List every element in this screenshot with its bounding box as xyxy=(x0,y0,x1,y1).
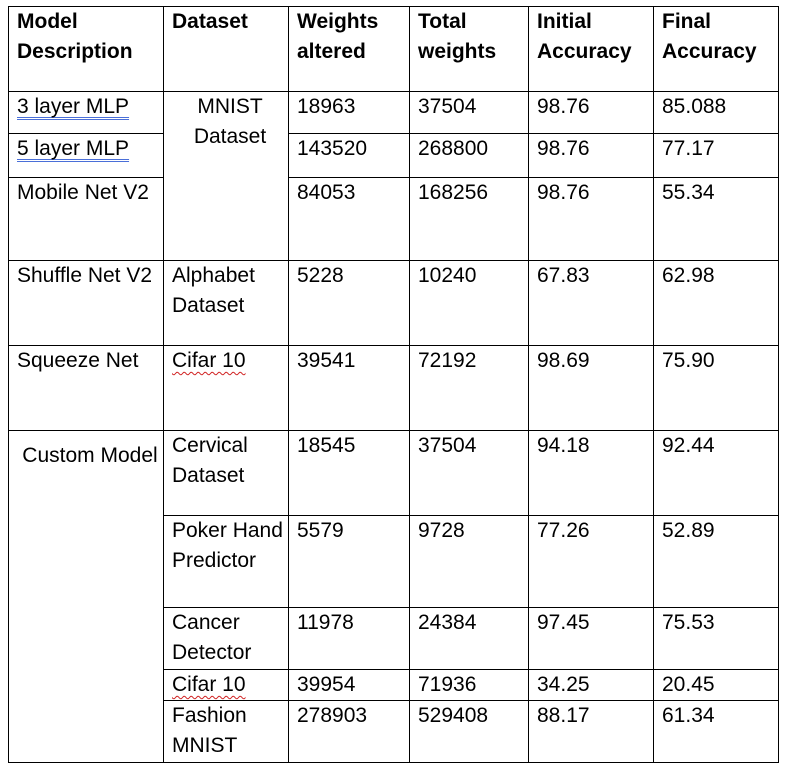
results-table: Model Description Dataset Weights altere… xyxy=(8,6,779,763)
initial-accuracy-cell: 34.25 xyxy=(528,669,654,701)
model-group-custom: Custom Model xyxy=(8,430,164,763)
total-weights-cell: 24384 xyxy=(409,607,529,670)
model-cell: 5 layer MLP xyxy=(8,133,164,178)
initial-accuracy-cell: 77.26 xyxy=(528,515,654,608)
dataset-name: Cifar 10 xyxy=(172,349,246,372)
weights-altered-cell: 5579 xyxy=(288,515,410,608)
final-accuracy-cell: 55.34 xyxy=(653,177,779,261)
final-accuracy-cell: 61.34 xyxy=(653,700,779,763)
final-accuracy-cell: 20.45 xyxy=(653,669,779,701)
model-cell: 3 layer MLP xyxy=(8,91,164,134)
initial-accuracy-cell: 98.76 xyxy=(528,177,654,261)
dataset-name: Cifar 10 xyxy=(172,673,246,696)
weights-altered-cell: 11978 xyxy=(288,607,410,670)
weights-altered-cell: 39954 xyxy=(288,669,410,701)
initial-accuracy-cell: 98.76 xyxy=(528,91,654,134)
table-row: 5 layer MLP 143520 268800 98.76 77.17 xyxy=(8,133,779,178)
header-initial-accuracy: Initial Accuracy xyxy=(528,6,654,92)
final-accuracy-cell: 77.17 xyxy=(653,133,779,178)
total-weights-cell: 72192 xyxy=(409,345,529,431)
initial-accuracy-cell: 67.83 xyxy=(528,260,654,346)
total-weights-cell: 71936 xyxy=(409,669,529,701)
table-row: Poker Hand Predictor 5579 9728 77.26 52.… xyxy=(9,515,779,608)
dataset-cell: Fashion MNIST xyxy=(163,700,289,763)
dataset-cell: Poker Hand Predictor xyxy=(163,515,289,608)
weights-altered-cell: 18963 xyxy=(288,91,410,134)
dataset-group-mnist: MNIST Dataset xyxy=(163,91,289,261)
initial-accuracy-cell: 88.17 xyxy=(528,700,654,763)
weights-altered-cell: 39541 xyxy=(288,345,410,431)
final-accuracy-cell: 62.98 xyxy=(653,260,779,346)
total-weights-cell: 37504 xyxy=(409,91,529,134)
final-accuracy-cell: 75.53 xyxy=(653,607,779,670)
header-weights-altered: Weights altered xyxy=(288,6,410,92)
weights-altered-cell: 278903 xyxy=(288,700,410,763)
dataset-cell: Alphabet Dataset xyxy=(163,260,289,346)
model-cell: Mobile Net V2 xyxy=(8,177,164,261)
final-accuracy-cell: 52.89 xyxy=(653,515,779,608)
final-accuracy-cell: 85.088 xyxy=(653,91,779,134)
header-row: Model Description Dataset Weights altere… xyxy=(8,6,779,92)
initial-accuracy-cell: 98.76 xyxy=(528,133,654,178)
dataset-cell: Cervical Dataset xyxy=(163,430,289,516)
dataset-cell: Cancer Detector xyxy=(163,607,289,670)
model-name: 3 layer MLP xyxy=(17,95,130,118)
weights-altered-cell: 5228 xyxy=(288,260,410,346)
model-cell: Shuffle Net V2 xyxy=(8,260,164,346)
total-weights-cell: 10240 xyxy=(409,260,529,346)
dataset-cell: Cifar 10 xyxy=(163,345,289,431)
table-row: Fashion MNIST 278903 529408 88.17 61.34 xyxy=(9,700,779,763)
model-cell: Squeeze Net xyxy=(8,345,164,431)
total-weights-cell: 268800 xyxy=(409,133,529,178)
table-row: Mobile Net V2 84053 168256 98.76 55.34 xyxy=(8,177,779,261)
total-weights-cell: 37504 xyxy=(409,430,529,516)
total-weights-cell: 168256 xyxy=(409,177,529,261)
initial-accuracy-cell: 98.69 xyxy=(528,345,654,431)
total-weights-cell: 9728 xyxy=(409,515,529,608)
initial-accuracy-cell: 94.18 xyxy=(528,430,654,516)
header-final-accuracy: Final Accuracy xyxy=(653,6,779,92)
final-accuracy-cell: 75.90 xyxy=(653,345,779,431)
initial-accuracy-cell: 97.45 xyxy=(528,607,654,670)
table-row: Custom Model Cervical Dataset 18545 3750… xyxy=(8,430,779,763)
table-row: Squeeze Net Cifar 10 39541 72192 98.69 7… xyxy=(8,345,779,431)
table-row: Shuffle Net V2 Alphabet Dataset 5228 102… xyxy=(8,260,779,346)
header-total-weights: Total weights xyxy=(409,6,529,92)
table-row: 3 layer MLP MNIST Dataset 18963 37504 98… xyxy=(8,91,779,261)
header-model-description: Model Description xyxy=(8,6,164,92)
dataset-cell: Cifar 10 xyxy=(163,669,289,701)
total-weights-cell: 529408 xyxy=(409,700,529,763)
weights-altered-cell: 84053 xyxy=(288,177,410,261)
weights-altered-cell: 18545 xyxy=(288,430,410,516)
weights-altered-cell: 143520 xyxy=(288,133,410,178)
header-dataset: Dataset xyxy=(163,6,289,92)
final-accuracy-cell: 92.44 xyxy=(653,430,779,516)
table-row: Cancer Detector 11978 24384 97.45 75.53 xyxy=(9,607,779,670)
model-name: 5 layer MLP xyxy=(17,137,130,160)
